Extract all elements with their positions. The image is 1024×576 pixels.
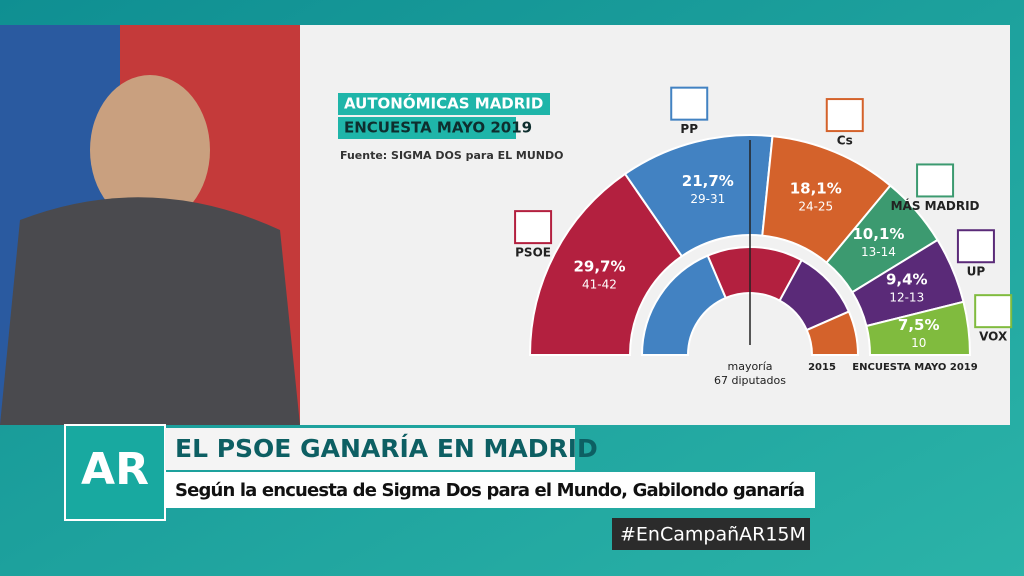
party-name: Cs — [837, 134, 853, 148]
seat-segment — [528, 172, 684, 356]
value-label: 9,4% — [886, 271, 928, 289]
party-logo — [514, 210, 553, 245]
source: Fuente: SIGMA DOS para EL MUNDO — [340, 149, 564, 162]
ring-label: ENCUESTA MAYO 2019 — [852, 362, 977, 373]
subtitle-box — [338, 117, 516, 139]
majority-label: mayoría — [727, 360, 772, 373]
seats-label: 10 — [911, 336, 926, 350]
party-name: VOX — [979, 330, 1008, 344]
party-logo — [916, 163, 955, 198]
presenter-head — [90, 75, 210, 225]
subline: Según la encuesta de Sigma Dos para el M… — [175, 480, 805, 501]
title-box — [338, 93, 550, 115]
seats-label: 29-31 — [690, 192, 725, 206]
party-name: PSOE — [515, 246, 551, 260]
hashtag: #EnCampañAR15M — [620, 524, 806, 546]
chart-subtitle: ENCUESTA MAYO 2019 — [344, 119, 532, 137]
value-label: 7,5% — [898, 316, 940, 334]
party-name: UP — [967, 265, 986, 279]
hemicycle: 29,7% 41-42 PSOE 21,7% 29-31 PP 18,1% 24-25 Cs 10… — [514, 86, 1013, 387]
majority-seats: 67 diputados — [714, 374, 786, 387]
party-logo — [825, 98, 864, 133]
party-logo — [670, 86, 709, 121]
value-label: 21,7% — [682, 172, 734, 190]
logo: AR — [81, 444, 149, 495]
seats-label: 24-25 — [798, 200, 833, 214]
party-logo — [956, 229, 995, 264]
headline: EL PSOE GANARÍA EN MADRID — [175, 434, 598, 463]
subline-box — [165, 472, 815, 508]
hashtag-box — [612, 518, 810, 550]
party-logo — [974, 294, 1013, 329]
headline-box — [165, 428, 575, 470]
value-label: 29,7% — [573, 257, 625, 275]
ring-label: 2015 — [808, 362, 836, 373]
party-name: MÁS MADRID — [891, 198, 980, 213]
presenter-body — [0, 197, 300, 425]
seat-segment — [865, 300, 972, 356]
chart-title: AUTONÓMICAS MADRID — [344, 94, 543, 113]
value-label: 18,1% — [790, 180, 842, 198]
party-name: PP — [680, 122, 698, 136]
seats-label: 12-13 — [889, 291, 924, 305]
value-label: 10,1% — [852, 225, 904, 243]
seat-segment — [805, 310, 860, 356]
seats-label: 13-14 — [861, 245, 896, 259]
seats-label: 41-42 — [582, 277, 617, 291]
